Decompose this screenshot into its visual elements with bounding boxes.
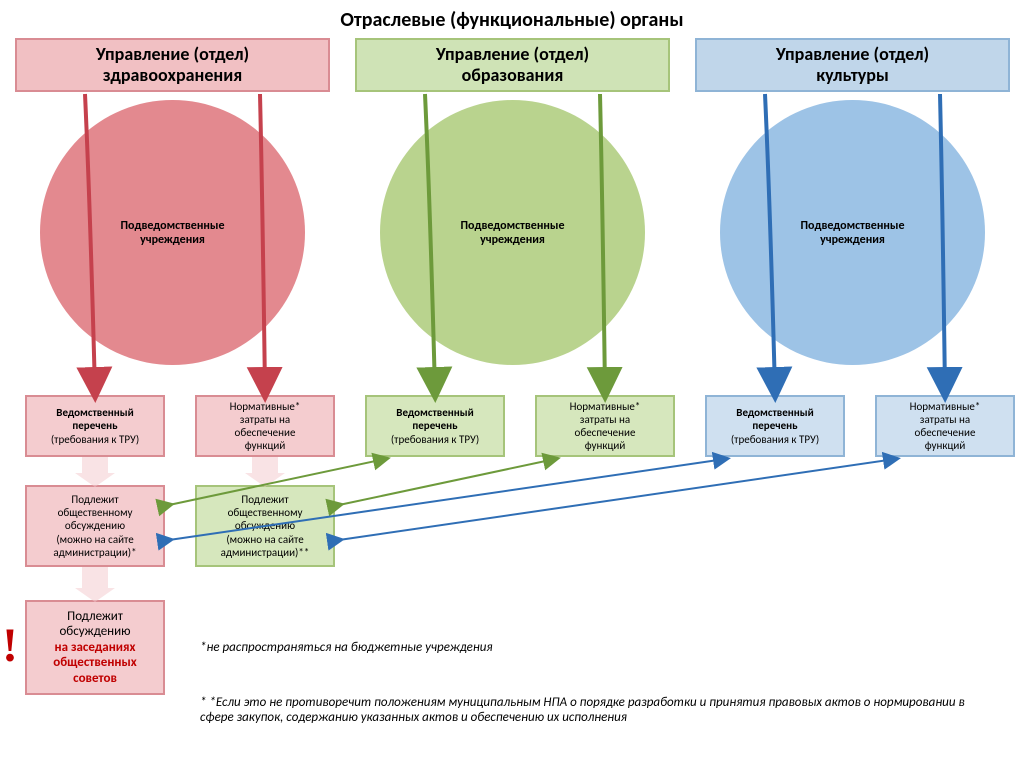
exclamation-icon: ! [2,618,18,673]
circle-label-health: Подведомственные учреждения [93,219,252,247]
column-header-health: Управление (отдел)здравоохранения [15,38,330,92]
discuss-box-2: Подлежитобщественномуобсуждению(можно на… [195,485,335,567]
box-costs-education: Нормативные*затраты наобеспечениефункций [535,395,675,457]
circle-education: Подведомственные учреждения [380,100,645,365]
final-box: Подлежитобсуждениюна заседанияхобществен… [25,600,165,695]
circle-health: Подведомственные учреждения [40,100,305,365]
page-title: Отраслевые (функциональные) органы [0,8,1024,32]
footnote-2: * *Если это не противоречит положениям м… [200,695,1000,725]
circle-culture: Подведомственные учреждения [720,100,985,365]
box-costs-health: Нормативные*затраты наобеспечениефункций [195,395,335,457]
box-costs-culture: Нормативные*затраты наобеспечениефункций [875,395,1015,457]
circle-label-education: Подведомственные учреждения [433,219,592,247]
circle-label-culture: Подведомственные учреждения [773,219,932,247]
box-list-health: Ведомственный перечень(требования к ТРУ) [25,395,165,457]
column-header-education: Управление (отдел)образования [355,38,670,92]
discuss-box-1: Подлежитобщественномуобсуждению(можно на… [25,485,165,567]
box-list-education: Ведомственный перечень(требования к ТРУ) [365,395,505,457]
column-header-culture: Управление (отдел)культуры [695,38,1010,92]
footnote-1: *не распространяться на бюджетные учрежд… [200,640,980,655]
box-list-culture: Ведомственный перечень(требования к ТРУ) [705,395,845,457]
